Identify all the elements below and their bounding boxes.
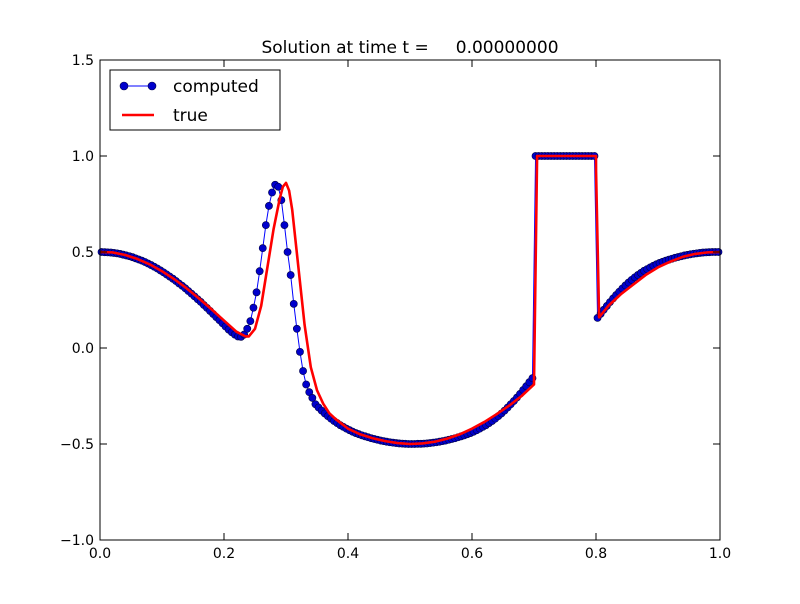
series-computed-point — [296, 347, 304, 356]
y-tick-label: 0.0 — [72, 341, 94, 357]
series-computed-point — [299, 367, 307, 375]
series-computed-point — [280, 221, 289, 230]
x-axis: 0.0 0.2 0.4 0.6 0.8 1.0 — [89, 60, 731, 562]
series-computed-point — [249, 303, 258, 312]
series-computed-point — [283, 248, 292, 256]
y-tick-label: 1.0 — [72, 149, 94, 165]
series-computed-point — [261, 221, 270, 230]
legend: computed true — [109, 69, 281, 131]
legend-marker-computed — [119, 81, 129, 91]
legend-label-computed: computed — [173, 77, 259, 97]
series-computed-point — [274, 182, 283, 191]
series-computed-point — [246, 317, 255, 326]
legend-frame — [109, 69, 281, 131]
series-computed-point — [286, 271, 295, 279]
x-tick-label: 0.6 — [461, 546, 483, 562]
series-computed-point — [252, 288, 261, 297]
x-tick-label: 0.4 — [337, 546, 359, 562]
series-computed-point — [308, 394, 317, 402]
chart-title: Solution at time t = 0.00000000 — [261, 38, 558, 58]
series-computed-point — [268, 188, 276, 197]
y-tick-label: −1.0 — [60, 533, 94, 549]
plot-frame — [99, 59, 721, 541]
y-tick-label: −0.5 — [60, 437, 94, 453]
x-tick-label: 0.0 — [89, 546, 111, 562]
series-computed-point — [289, 299, 298, 308]
y-tick-label: 0.5 — [72, 245, 94, 261]
legend-marker-computed — [147, 81, 157, 91]
series-true-line — [99, 154, 721, 446]
y-tick-label: 1.5 — [72, 53, 94, 69]
series-computed-point — [292, 324, 301, 333]
series-computed-point — [302, 380, 311, 389]
x-tick-label: 0.2 — [213, 546, 235, 562]
series-computed-point — [258, 244, 267, 253]
y-axis: −1.0 −0.5 0.0 0.5 1.0 1.5 — [60, 53, 720, 549]
x-tick-label: 1.0 — [709, 546, 731, 562]
plot-area-background — [100, 60, 720, 540]
legend-label-true: true — [173, 106, 208, 126]
x-tick-label: 0.8 — [585, 546, 607, 562]
series-computed-point — [243, 324, 252, 333]
series-computed-point — [255, 267, 264, 276]
series-computed-point — [265, 202, 273, 210]
series-layer-computed — [97, 152, 723, 448]
